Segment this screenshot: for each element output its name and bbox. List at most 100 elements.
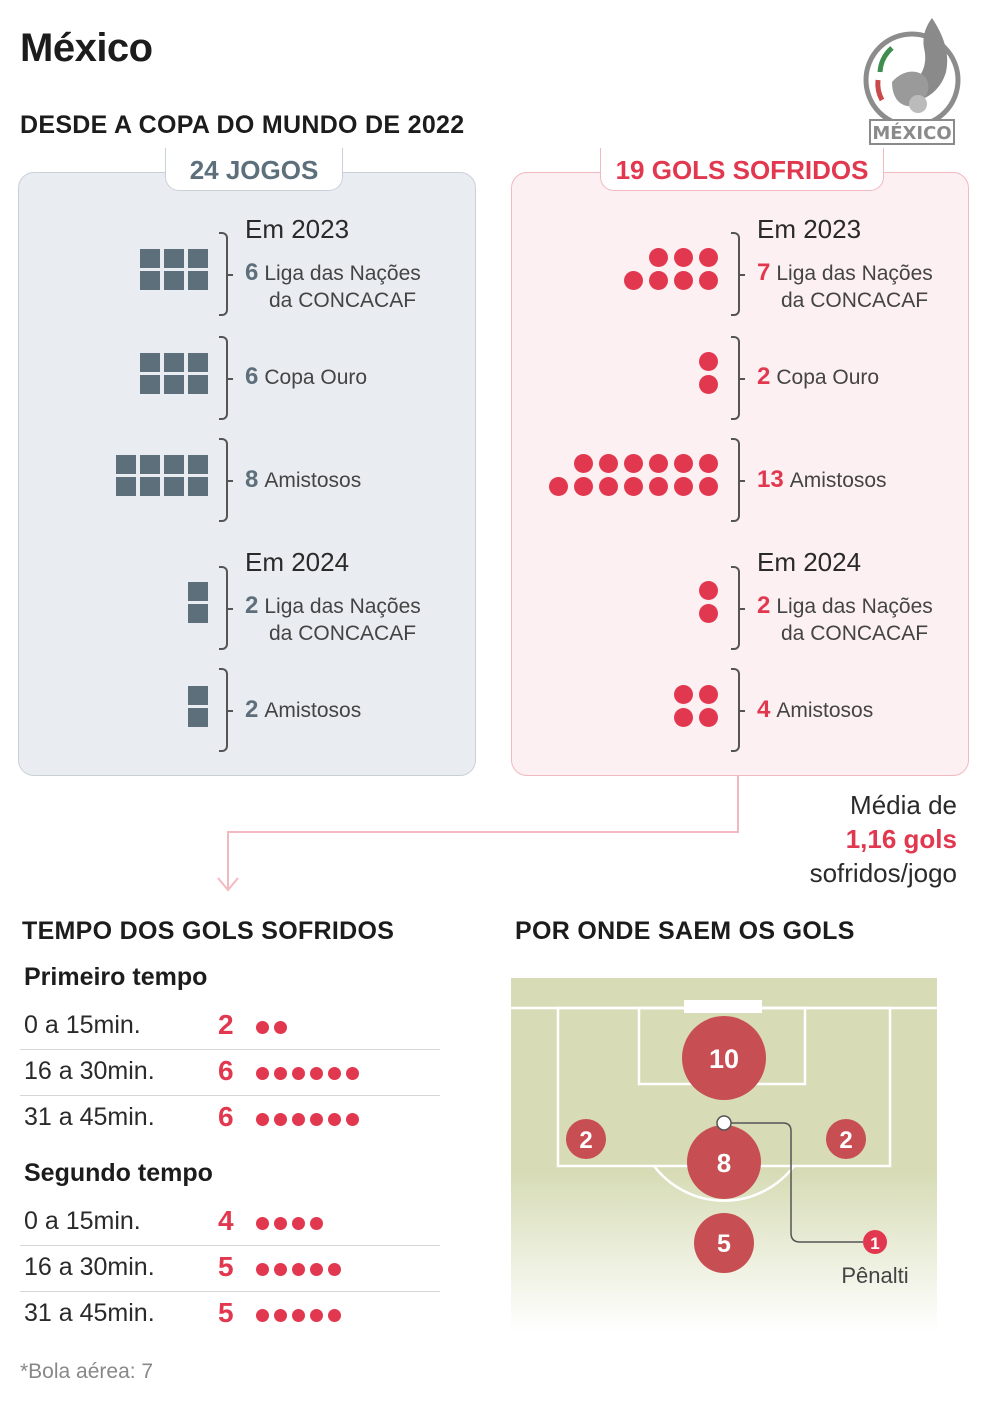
zone-value-right-side: 2 (839, 1127, 852, 1154)
games-count: 8 (245, 466, 259, 493)
goals-brace (731, 232, 745, 316)
zone-marker-penalty-center (687, 1125, 761, 1199)
timing-goal-dot (346, 1113, 359, 1126)
goal-dot-icon (699, 454, 718, 473)
goal-dot-icon (674, 477, 693, 496)
goal-dot-icon (624, 454, 643, 473)
game-square-icon (188, 455, 208, 474)
game-square-icon (188, 375, 208, 394)
games-item-nations-2023: 6 Liga das Nações da CONCACAF (245, 259, 421, 312)
goal-dot-icon (624, 477, 643, 496)
goal-dot-icon (699, 248, 718, 267)
penalty-marker (863, 1230, 887, 1254)
game-square-icon (164, 455, 184, 474)
goals-brace (731, 668, 745, 752)
timing-row: 16 a 30min. 6 (20, 1049, 440, 1096)
penalty-leader-line (724, 1122, 863, 1243)
mexico-crest-logo: MÉXICO (863, 18, 961, 145)
game-square-icon (140, 249, 160, 268)
goal-dot-icon (674, 454, 693, 473)
timing-goal-dot (310, 1309, 323, 1322)
timing-row: 0 a 15min. 4 (20, 1199, 440, 1246)
games-total-tab: 24 JOGOS (165, 148, 343, 191)
goals-brace (731, 438, 745, 522)
game-square-icon (188, 686, 208, 705)
average-value: 1,16 gols (845, 824, 957, 854)
goal-dot-icon (674, 708, 693, 727)
timing-goal-dot (256, 1309, 269, 1322)
goals-count: 13 (757, 466, 784, 493)
timing-goal-dot (274, 1067, 287, 1080)
games-brace (219, 668, 233, 752)
timing-goal-dot (256, 1067, 269, 1080)
timing-goal-dot (310, 1067, 323, 1080)
goal-dot-icon (649, 271, 668, 290)
average-goals: Média de 1,16 gols sofridos/jogo (810, 788, 957, 890)
games-item-gold-cup-2023: 6 Copa Ouro (245, 363, 368, 390)
game-square-icon (164, 249, 184, 268)
timing-goal-dot (328, 1309, 341, 1322)
games-brace (219, 438, 233, 522)
games-count: 2 (245, 696, 259, 723)
goal-dot-icon (574, 477, 593, 496)
goal-dot-icon (699, 604, 718, 623)
timing-goal-dot (292, 1309, 305, 1322)
game-square-icon (116, 477, 136, 496)
game-square-icon (188, 353, 208, 372)
game-square-icon (140, 353, 160, 372)
timing-goal-dot (292, 1217, 305, 1230)
timing-goal-dot (256, 1021, 269, 1034)
timing-row: 16 a 30min. 5 (20, 1245, 440, 1292)
games-year-2024: Em 2024 (245, 547, 350, 577)
games-count: 2 (245, 592, 259, 619)
game-square-icon (140, 455, 160, 474)
goals-year-2023: Em 2023 (757, 214, 862, 244)
goals-item-nations-2024: 2 Liga das Nações da CONCACAF (757, 592, 933, 645)
goal-dot-icon (674, 685, 693, 704)
first-half-title: Primeiro tempo (24, 963, 208, 991)
goal-dot-icon (699, 352, 718, 371)
timing-goal-dot (328, 1263, 341, 1276)
timing-row: 0 a 15min. 2 (20, 1003, 440, 1050)
goals-count: 2 (757, 592, 771, 619)
goals-brace (731, 336, 745, 420)
games-brace (219, 232, 233, 316)
games-year-2023: Em 2023 (245, 214, 350, 244)
goals-item-nations-2023: 7 Liga das Nações da CONCACAF (757, 259, 933, 312)
games-panel (18, 172, 476, 776)
goal-dot-icon (574, 454, 593, 473)
second-half-title: Segundo tempo (24, 1159, 213, 1187)
average-line1: Média de (850, 790, 957, 820)
game-square-icon (164, 375, 184, 394)
timing-goal-dot (292, 1263, 305, 1276)
game-square-icon (188, 477, 208, 496)
penalty-arc (653, 1165, 795, 1202)
goals-item-friendlies-2024: 4 Amistosos (757, 696, 874, 723)
goal-dot-icon (549, 477, 568, 496)
goal-dot-icon (699, 708, 718, 727)
game-square-icon (164, 477, 184, 496)
timing-row: 31 a 45min. 6 (20, 1095, 440, 1141)
timing-goal-dot (274, 1309, 287, 1322)
games-brace (219, 336, 233, 420)
timing-goal-dot (328, 1067, 341, 1080)
pitch-diagram: 10 8 2 2 5 1 Pênalti (511, 978, 937, 1332)
game-square-icon (188, 271, 208, 290)
pitch-title: POR ONDE SAEM OS GOLS (515, 917, 855, 945)
zone-marker-outside-box (694, 1213, 754, 1273)
game-square-icon (188, 249, 208, 268)
goals-year-2024: Em 2024 (757, 547, 862, 577)
goal-dot-icon (624, 271, 643, 290)
games-count: 6 (245, 363, 259, 390)
timing-goal-dot (274, 1113, 287, 1126)
game-square-icon (188, 708, 208, 727)
goal-dot-icon (674, 271, 693, 290)
zone-value-penalty-center: 8 (717, 1148, 731, 1178)
games-brace (219, 566, 233, 650)
game-square-icon (116, 455, 136, 474)
game-square-icon (140, 375, 160, 394)
page-title: México (20, 26, 153, 70)
goals-item-friendlies-2023: 13 Amistosos (757, 466, 887, 493)
timing-goal-dot (310, 1113, 323, 1126)
game-square-icon (164, 353, 184, 372)
